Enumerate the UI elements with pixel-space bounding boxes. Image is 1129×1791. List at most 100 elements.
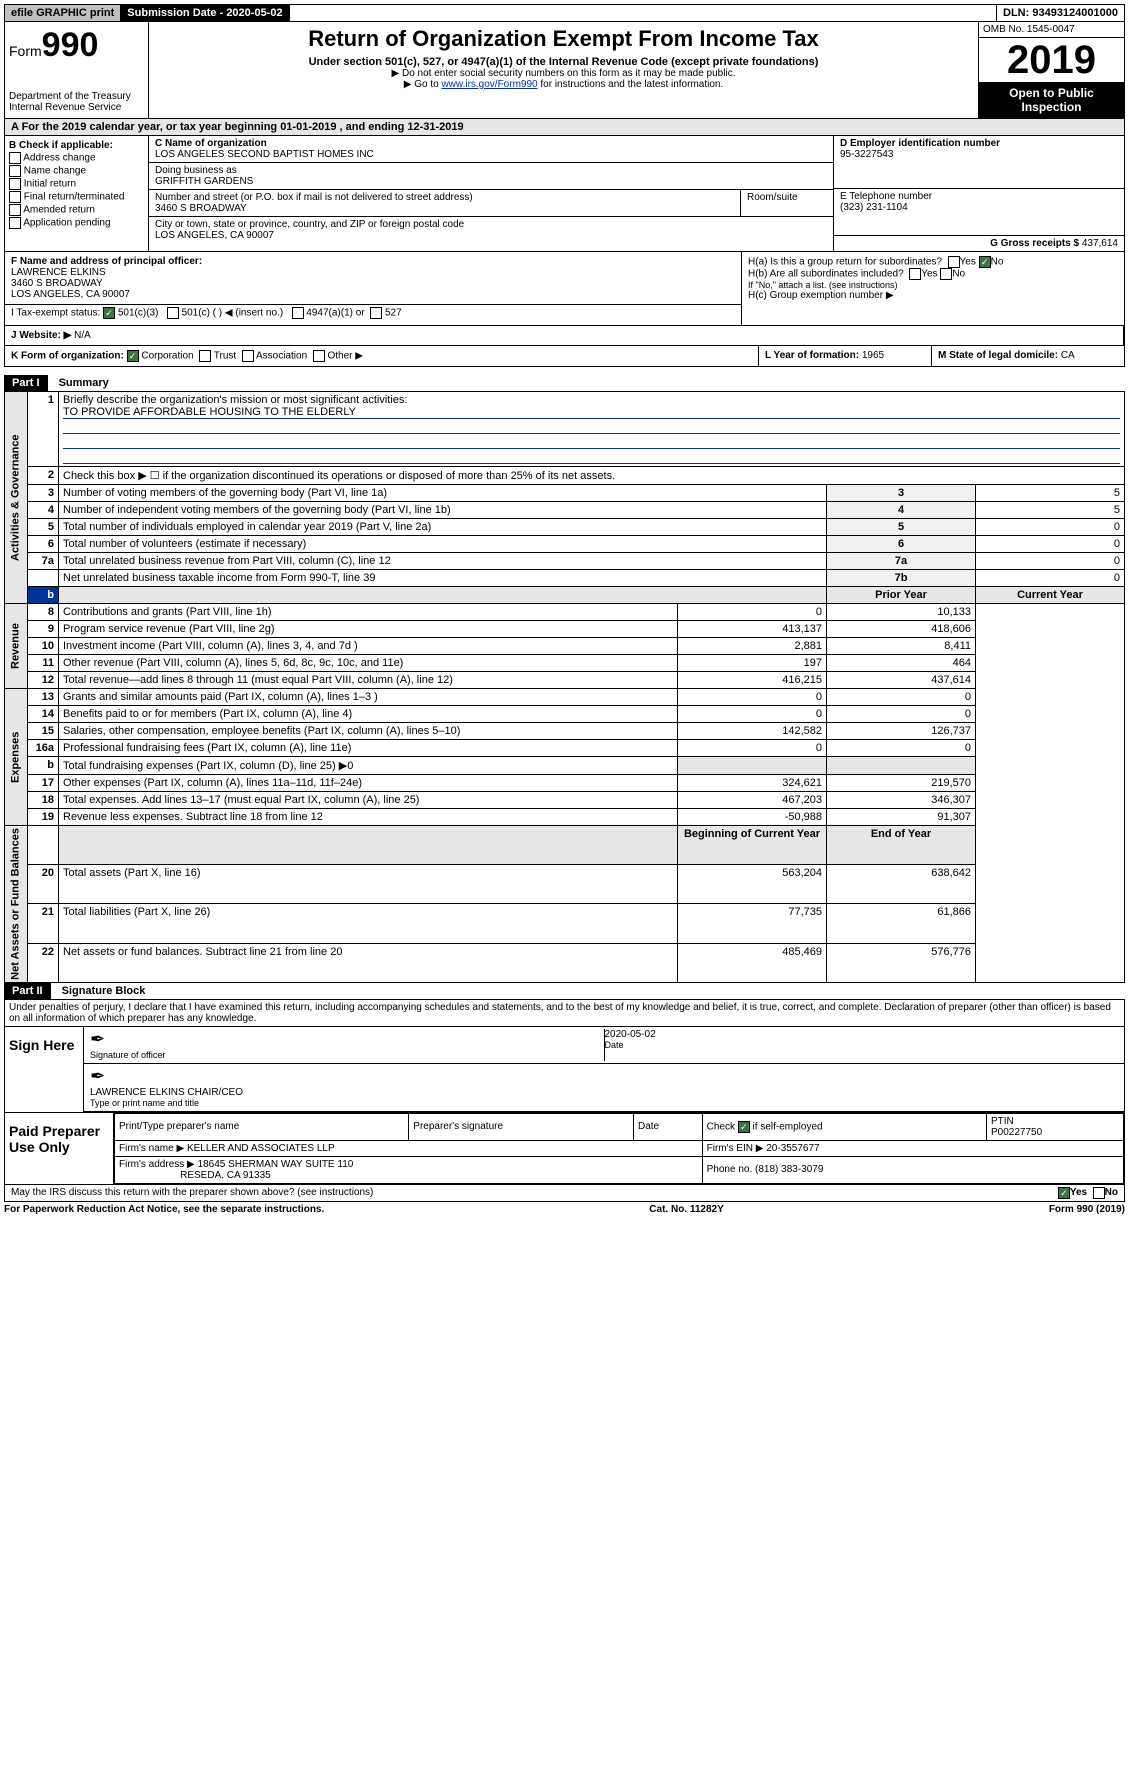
note2-post: for instructions and the latest informat…	[538, 79, 724, 90]
r15-p: 142,582	[678, 723, 827, 740]
r12-n: 12	[28, 672, 59, 689]
r18-desc: Total expenses. Add lines 13–17 (must eq…	[59, 792, 678, 809]
chk-initial[interactable]: Initial return	[9, 178, 144, 190]
r12-p: 416,215	[678, 672, 827, 689]
part1-header-row: Part I Summary	[4, 367, 1125, 391]
ha-yes[interactable]	[948, 256, 960, 268]
perjury-text: Under penalties of perjury, I declare th…	[4, 999, 1125, 1027]
summary-table: Activities & Governance 1 Briefly descri…	[4, 391, 1125, 983]
q1-num: 1	[28, 392, 59, 467]
chk-501c3[interactable]	[103, 307, 115, 319]
note-goto: ▶ Go to www.irs.gov/Form990 for instruct…	[153, 79, 974, 90]
r21-p: 77,735	[678, 904, 827, 943]
cat-no: Cat. No. 11282Y	[649, 1204, 723, 1215]
ha-no[interactable]	[979, 256, 991, 268]
j-label: J Website: ▶	[11, 330, 71, 341]
preparer-table: Print/Type preparer's name Preparer's si…	[114, 1113, 1124, 1184]
part2-badge: Part II	[4, 983, 51, 999]
yes-label: Yes	[960, 257, 976, 268]
r8-desc: Contributions and grants (Part VIII, lin…	[59, 604, 678, 621]
r7b-n	[28, 570, 59, 587]
open-public: Open to Public Inspection	[979, 82, 1124, 118]
r12-desc: Total revenue—add lines 8 through 11 (mu…	[59, 672, 678, 689]
irs-link[interactable]: www.irs.gov/Form990	[441, 79, 537, 90]
section-m: M State of legal domicile: CA	[932, 346, 1124, 366]
q1-text: Briefly describe the organization's miss…	[63, 394, 407, 406]
r7a-lbl: 7a	[827, 553, 976, 570]
omb-number: OMB No. 1545-0047	[979, 22, 1124, 38]
chk-4947[interactable]	[292, 307, 304, 319]
paid-preparer-block: Paid Preparer Use Only Print/Type prepar…	[4, 1113, 1125, 1185]
r21-desc: Total liabilities (Part X, line 26)	[59, 904, 678, 943]
hb-no[interactable]	[940, 268, 952, 280]
r8-p: 0	[678, 604, 827, 621]
efile-badge[interactable]: efile GRAPHIC print	[5, 5, 121, 21]
k-corp: Corporation	[141, 351, 193, 362]
l-label: L Year of formation:	[765, 350, 859, 361]
hb-yes[interactable]	[909, 268, 921, 280]
r17-n: 17	[28, 775, 59, 792]
r5-desc: Total number of individuals employed in …	[59, 519, 827, 536]
r19-c: 91,307	[827, 809, 976, 826]
chk-other[interactable]	[313, 350, 325, 362]
firm-ein: 20-3557677	[766, 1143, 819, 1154]
mission-line-1	[63, 419, 1120, 434]
row-4: 4Number of independent voting members of…	[5, 502, 1125, 519]
part2-title: Signature Block	[54, 985, 146, 997]
r16b-p	[678, 757, 827, 775]
note-ssn: ▶ Do not enter social security numbers o…	[153, 68, 974, 79]
r21-c: 61,866	[827, 904, 976, 943]
mission-text: TO PROVIDE AFFORDABLE HOUSING TO THE ELD…	[63, 406, 1120, 419]
r6-n: 6	[28, 536, 59, 553]
sign-block: Sign Here ✒ Signature of officer 2020-05…	[4, 1027, 1125, 1113]
header-right: OMB No. 1545-0047 2019 Open to Public In…	[978, 22, 1124, 118]
r7a-desc: Total unrelated business revenue from Pa…	[59, 553, 827, 570]
chk-501c[interactable]	[167, 307, 179, 319]
r20-p: 563,204	[678, 865, 827, 904]
dept-treasury: Department of the Treasury Internal Reve…	[9, 91, 144, 113]
dln: DLN: 93493124001000	[996, 5, 1124, 21]
discuss-no-chk[interactable]	[1093, 1187, 1105, 1199]
chk-pending[interactable]: Application pending	[9, 217, 144, 229]
r18-n: 18	[28, 792, 59, 809]
side-net: Net Assets or Fund Balances	[5, 826, 28, 983]
row-5: 5Total number of individuals employed in…	[5, 519, 1125, 536]
gross-value: 437,614	[1082, 238, 1118, 249]
chk-name[interactable]: Name change	[9, 165, 144, 177]
r9-desc: Program service revenue (Part VIII, line…	[59, 621, 678, 638]
section-b-title: B Check if applicable:	[9, 140, 113, 151]
r4-n: 4	[28, 502, 59, 519]
chk-amended[interactable]: Amended return	[9, 204, 144, 216]
submission-date: Submission Date - 2020-05-02	[121, 5, 289, 21]
chk-final[interactable]: Final return/terminated	[9, 191, 144, 203]
side-rev: Revenue	[5, 604, 28, 689]
chk-final-label: Final return/terminated	[24, 192, 125, 203]
r8-n: 8	[28, 604, 59, 621]
section-de: D Employer identification number 95-3227…	[834, 136, 1124, 251]
addr-label: Number and street (or P.O. box if mail i…	[155, 192, 473, 203]
prep-h1: Print/Type preparer's name	[115, 1113, 409, 1140]
r3-val: 5	[976, 485, 1125, 502]
m-label: M State of legal domicile:	[938, 350, 1058, 361]
firm-phone: (818) 383-3079	[755, 1164, 823, 1175]
firm-name: KELLER AND ASSOCIATES LLP	[187, 1143, 335, 1154]
chk-amended-label: Amended return	[23, 205, 95, 216]
r10-c: 8,411	[827, 638, 976, 655]
chk-527[interactable]	[370, 307, 382, 319]
footer: For Paperwork Reduction Act Notice, see …	[4, 1202, 1125, 1217]
chk-self-employed[interactable]	[738, 1121, 750, 1133]
section-h: H(a) Is this a group return for subordin…	[742, 252, 1124, 325]
r17-desc: Other expenses (Part IX, column (A), lin…	[59, 775, 678, 792]
chk-assoc[interactable]	[242, 350, 254, 362]
chk-address[interactable]: Address change	[9, 152, 144, 164]
spacer-desc	[59, 587, 827, 604]
r16a-n: 16a	[28, 740, 59, 757]
chk-trust[interactable]	[199, 350, 211, 362]
r16b-desc: Total fundraising expenses (Part IX, col…	[59, 757, 678, 775]
discuss-yes-chk[interactable]	[1058, 1187, 1070, 1199]
city-label: City or town, state or province, country…	[155, 219, 464, 230]
q1-cell: Briefly describe the organization's miss…	[59, 392, 1125, 467]
chk-corp[interactable]	[127, 350, 139, 362]
form-title: Return of Organization Exempt From Incom…	[153, 26, 974, 52]
firm-addr-cell: Firm's address ▶ 18645 SHERMAN WAY SUITE…	[115, 1156, 703, 1183]
